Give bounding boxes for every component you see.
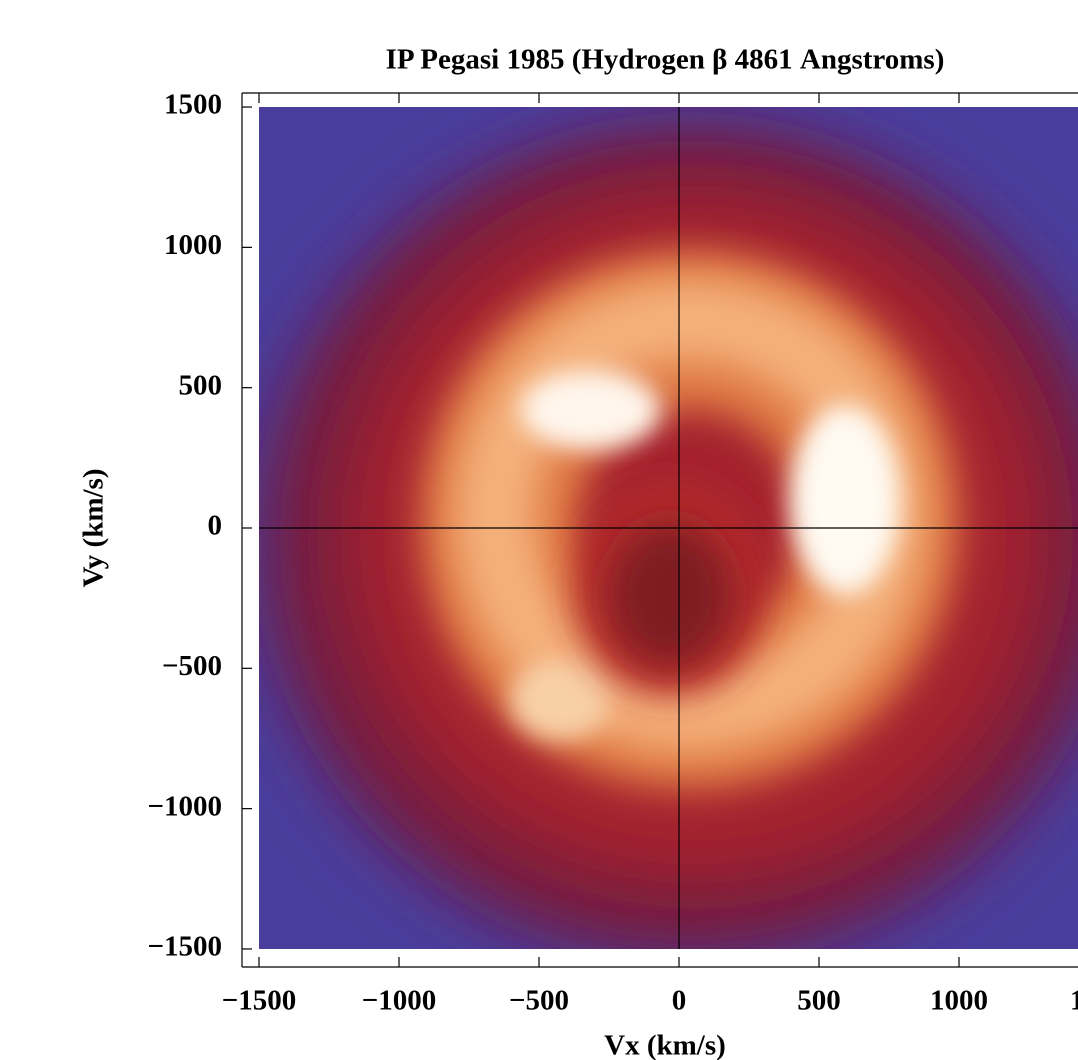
x-axis-label: Vx (km/s) [604,1030,726,1060]
y-tick-label: −1500 [147,931,222,963]
chart-title: IP Pegasi 1985 (Hydrogen β 4861 Angstrom… [386,44,945,76]
y-tick-label: 0 [208,510,223,542]
y-tick-label: 500 [179,369,223,401]
x-tick-label: 1000 [930,985,988,1017]
y-tick-label: 1000 [164,229,222,261]
x-tick-label: −1000 [362,985,437,1017]
y-tick-label: −1000 [147,790,222,822]
x-tick-label: −1500 [222,985,297,1017]
x-tick-label: 1500 [1070,985,1078,1017]
x-tick-label: 500 [797,985,841,1017]
y-tick-label: −500 [162,650,222,682]
y-tick-label: 1500 [164,89,222,121]
x-tick-label: −500 [509,985,569,1017]
x-tick-label: 0 [672,985,687,1017]
y-axis-label: Vy (km/s) [78,469,110,588]
